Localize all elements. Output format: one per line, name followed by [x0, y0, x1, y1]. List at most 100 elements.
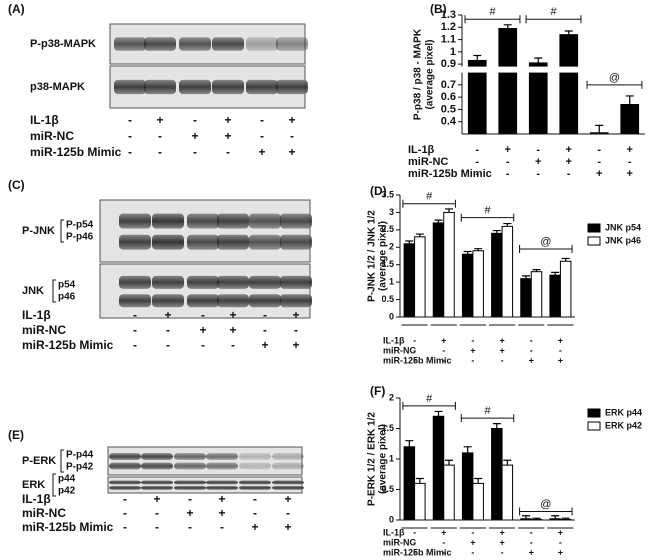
panel-label: (F)	[370, 384, 385, 398]
y-tick-label: 1	[450, 46, 456, 58]
bar	[498, 28, 518, 135]
treatment-sign: +	[499, 345, 504, 355]
treatment-sign: -	[123, 492, 127, 506]
error-bar	[434, 410, 443, 417]
bar	[530, 271, 543, 318]
treatment-sign: -	[201, 338, 205, 352]
treatment-sign: +	[627, 168, 633, 180]
bar	[501, 225, 514, 318]
treatment-sign: -	[530, 335, 533, 345]
treatment-sign: -	[253, 492, 257, 506]
bracket	[60, 219, 64, 243]
significance-bracket	[460, 414, 515, 423]
treatment-sign: -	[263, 323, 267, 337]
treatment-sign: -	[193, 145, 197, 159]
y-tick-label: 1.5	[381, 259, 394, 269]
treatment-label: IL-1β	[383, 335, 405, 345]
error-bar	[532, 268, 541, 272]
y-axis-label: (average pixel)	[378, 221, 389, 291]
treatment-sign: +	[251, 520, 258, 534]
treatment-sign: -	[286, 506, 290, 520]
band-sublabel: P-p42	[66, 462, 94, 473]
blot-band	[206, 485, 238, 490]
treatment-sign: +	[164, 308, 171, 322]
blot-band	[152, 234, 184, 250]
treatment-sign: -	[155, 520, 159, 534]
significance-bracket	[519, 245, 573, 254]
treatment-sign: +	[596, 168, 602, 180]
treatment-sign: -	[442, 547, 445, 557]
treatment-sign: -	[413, 537, 416, 547]
blot-band	[239, 485, 271, 490]
treatment-sign: +	[505, 144, 511, 156]
bar	[528, 62, 548, 135]
blot-band	[187, 294, 219, 308]
blot-band	[174, 453, 206, 460]
bar	[461, 452, 474, 521]
treatment-sign: +	[558, 527, 563, 537]
treatment-sign: -	[166, 323, 170, 337]
treatment-sign: +	[470, 537, 475, 547]
treatment-sign: -	[506, 168, 510, 180]
treatment-sign: -	[220, 520, 224, 534]
legend-swatch	[587, 408, 601, 418]
error-bar	[522, 515, 530, 519]
band-label: JNK	[22, 285, 44, 297]
treatment-sign: -	[471, 335, 474, 345]
treatment-sign: -	[155, 506, 159, 520]
y-tick-label: 0.9	[441, 58, 456, 70]
blot-band	[217, 275, 249, 289]
treatment-label: miR-125b Mimic	[408, 168, 492, 180]
band-sublabel: p54	[58, 280, 76, 291]
y-tick-label: 0	[389, 311, 394, 321]
treatment-sign: -	[567, 168, 571, 180]
blot-band	[114, 37, 146, 51]
treatment-sign: -	[133, 308, 137, 322]
error-bar	[415, 233, 424, 237]
treatment-sign: -	[166, 338, 170, 352]
bar	[559, 34, 579, 135]
blot-band	[141, 480, 173, 485]
blot-strip	[99, 199, 311, 263]
blot-band	[272, 453, 304, 460]
blot-band	[109, 462, 141, 470]
treatment-label: miR-NC	[408, 156, 448, 168]
y-tick-label: 3	[389, 207, 394, 217]
treatment-sign: -	[628, 156, 632, 168]
treatment-sign: +	[224, 113, 231, 127]
bar	[549, 274, 561, 318]
blot-band	[276, 37, 308, 51]
treatment-sign: -	[231, 338, 235, 352]
y-tick-label: 0.4	[441, 116, 457, 128]
y-tick-label: 0	[389, 514, 394, 524]
error-bar	[434, 219, 443, 223]
significance-mark: #	[550, 6, 557, 18]
treatment-sign: -	[413, 355, 416, 365]
panel-label: (C)	[8, 178, 25, 192]
bar	[414, 482, 426, 521]
y-tick-label: 0.5	[381, 294, 394, 304]
treatment-sign: +	[499, 335, 504, 345]
bar	[403, 446, 416, 521]
bar	[520, 278, 532, 318]
treatment-label: miR-NC	[22, 506, 66, 520]
treatment-sign: -	[263, 308, 267, 322]
treatment-sign: -	[530, 345, 533, 355]
treatment-label: IL-1β	[408, 144, 435, 156]
treatment-sign: -	[413, 527, 416, 537]
error-bar	[534, 57, 543, 63]
legend-swatch	[587, 223, 601, 233]
treatment-sign: +	[627, 144, 633, 156]
band-label: p38-MAPK	[30, 81, 85, 93]
blot-band	[217, 213, 249, 229]
treatment-label: IL-1β	[22, 492, 51, 506]
blot-band	[217, 234, 249, 250]
treatment-sign: +	[229, 323, 236, 337]
error-bar	[551, 515, 560, 519]
treatment-sign: -	[530, 527, 533, 537]
bar	[432, 415, 445, 521]
blot-band	[239, 462, 271, 470]
band-label: P-p38-MAPK	[30, 38, 96, 50]
treatment-sign: -	[597, 156, 601, 168]
significance-mark: #	[426, 393, 433, 405]
